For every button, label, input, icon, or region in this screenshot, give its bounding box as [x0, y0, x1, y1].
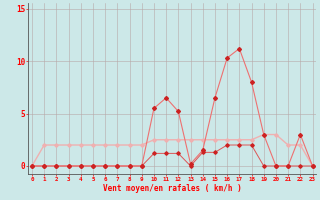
X-axis label: Vent moyen/en rafales ( km/h ): Vent moyen/en rafales ( km/h ): [103, 184, 242, 193]
